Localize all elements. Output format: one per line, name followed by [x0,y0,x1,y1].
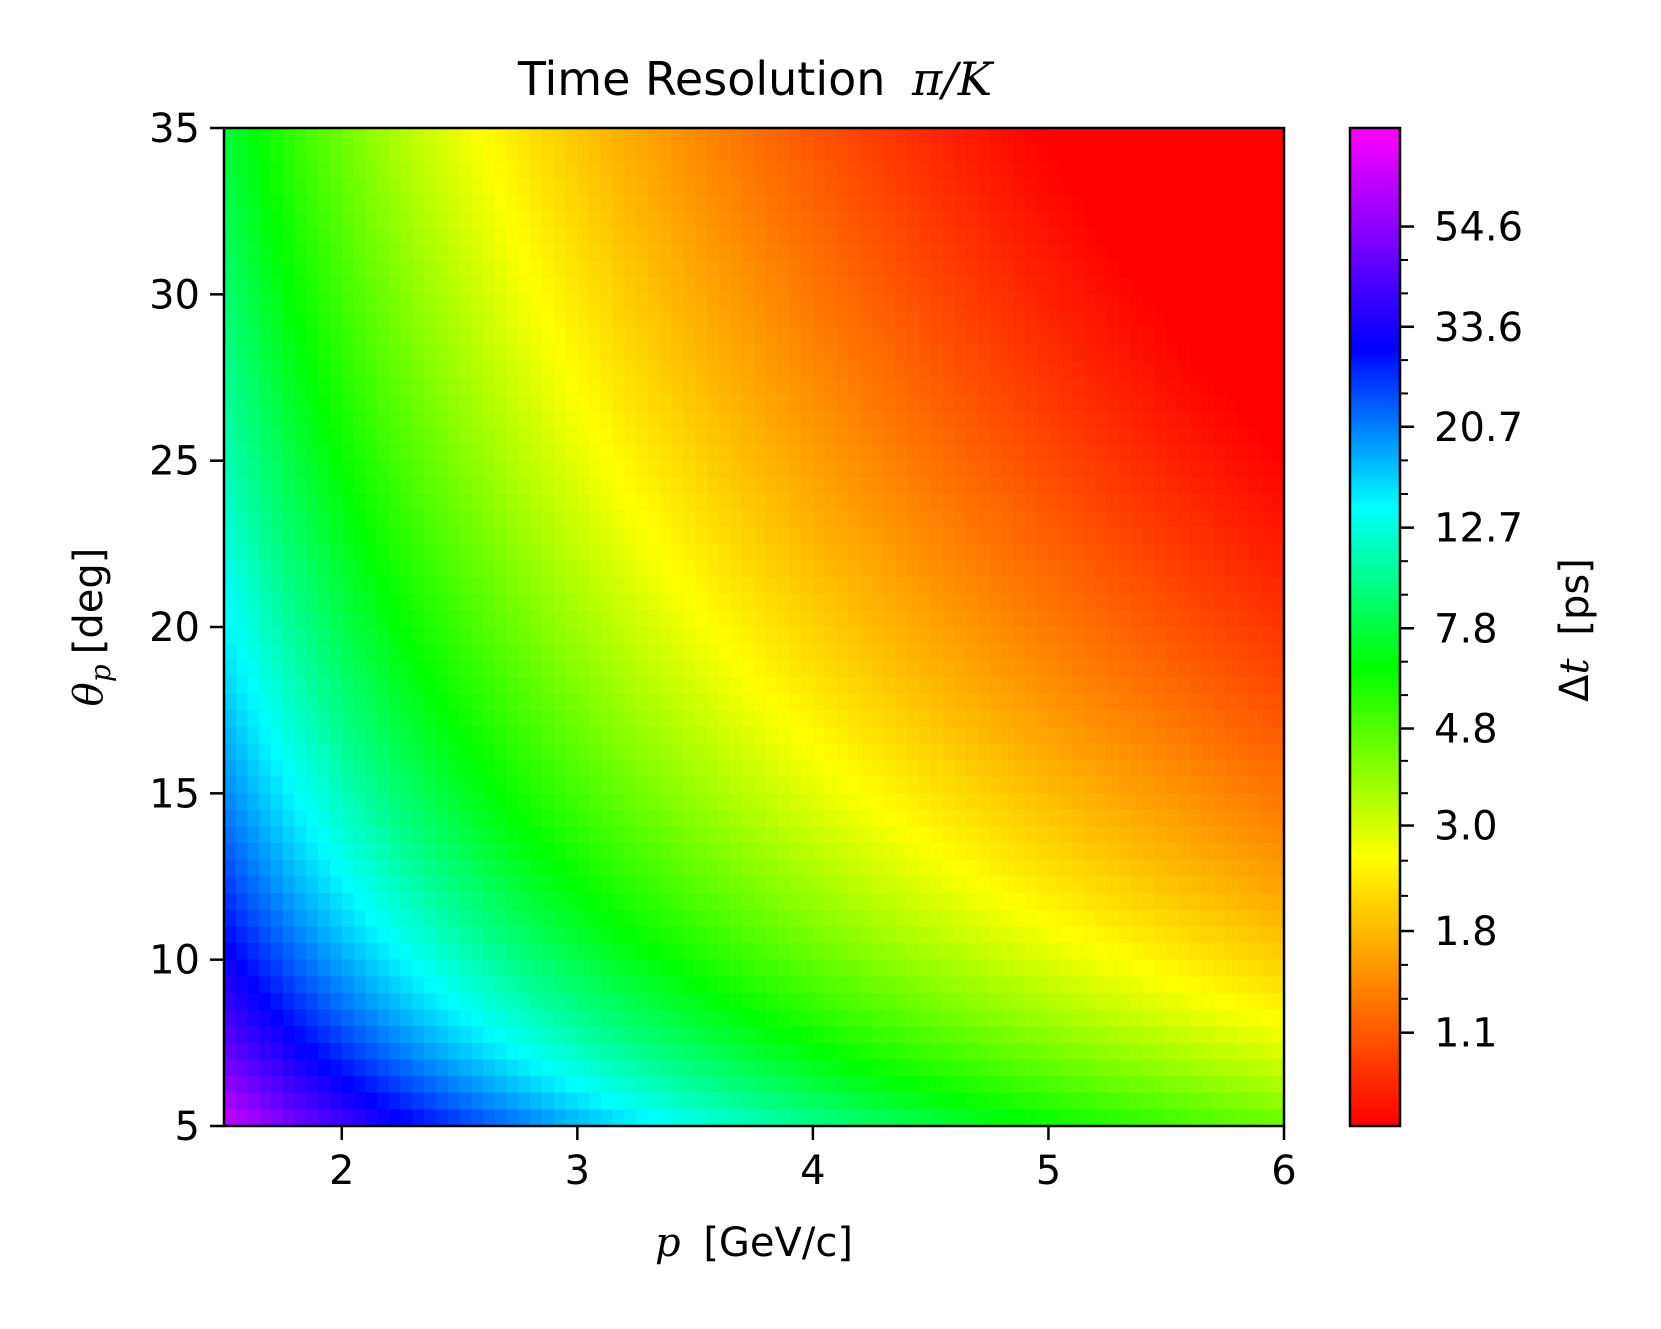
colorbar-tick-label: 33.6 [1434,305,1523,351]
colorbar [1350,128,1400,1126]
x-tick-label: 4 [800,1148,825,1194]
y-tick-label: 25 [149,439,200,485]
chart-title-text: Time Resolution [517,52,886,106]
y-axis-label: θp [deg] [66,548,117,707]
colorbar-label: Δt [ps] [1552,558,1598,702]
y-tick-label: 35 [149,106,200,152]
colorbar-tick-label: 12.7 [1434,506,1523,552]
colorbar-frame [1348,126,1402,1128]
plot-frame [222,126,1286,1128]
plot-area [224,128,1284,1126]
colorbar-tick-label: 1.8 [1434,909,1498,955]
colorbar-tick-label: 20.7 [1434,405,1523,451]
y-tick-label: 15 [149,771,200,817]
colorbar-tick-label: 54.6 [1434,205,1523,251]
colorbar-ticks: 1.1 1.8 3.0 4.8 7.8 12.7 20.7 33.6 54.6 [1400,205,1523,1057]
x-axis-ticks: 2 3 4 5 6 [329,1126,1297,1194]
x-axis-label-unit: [GeV/c] [703,1220,853,1266]
y-tick-label: 5 [175,1104,200,1150]
x-tick-label: 2 [329,1148,354,1194]
colorbar-gradient [1350,128,1400,1126]
colorbar-tick-label: 4.8 [1434,707,1498,753]
colorbar-label-unit: [ps] [1552,558,1598,635]
y-axis-label-sub: p [84,664,117,682]
chart-title-math: π/K [911,52,995,106]
y-tick-label: 30 [149,272,200,318]
x-axis-label-var: p [655,1220,681,1266]
x-tick-label: 6 [1271,1148,1296,1194]
y-axis-label-unit: [deg] [66,548,112,655]
chart-title: Time Resolution π/K [517,52,995,106]
heatmap-image [224,128,1284,1126]
colorbar-label-t: t [1552,657,1598,674]
colorbar-tick-label: 7.8 [1434,606,1498,652]
x-tick-label: 3 [565,1148,590,1194]
x-axis-label: p [GeV/c] [655,1220,853,1266]
colorbar-label-delta: Δ [1552,674,1598,702]
colorbar-tick-label: 3.0 [1434,804,1498,850]
y-axis-ticks: 5 10 15 20 25 30 35 [149,106,224,1150]
colorbar-tick-label: 1.1 [1434,1011,1498,1057]
x-tick-label: 5 [1036,1148,1061,1194]
y-axis-label-var: θ [66,682,112,706]
y-tick-label: 10 [149,938,200,984]
y-tick-label: 20 [149,605,200,651]
